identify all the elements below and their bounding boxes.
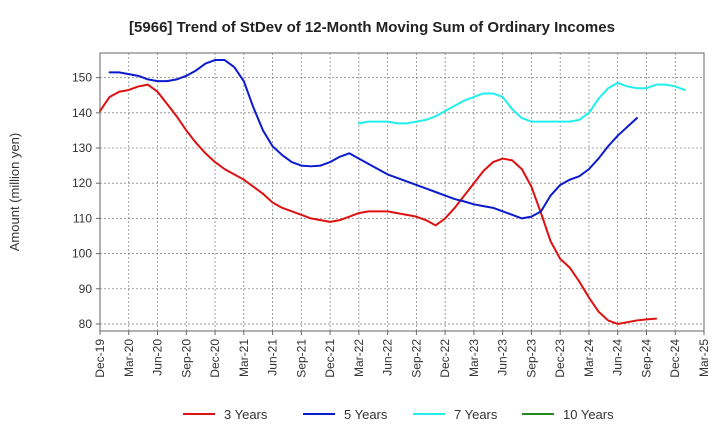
y-tick-label: 110	[73, 211, 92, 225]
chart-title: [5966] Trend of StDev of 12-Month Moving…	[129, 19, 615, 36]
x-tick-label: Sep-24	[639, 339, 653, 378]
x-tick-label: Jun-23	[496, 339, 510, 376]
x-tick-label: Mar-24	[582, 339, 596, 377]
x-tick-label: Dec-22	[438, 339, 452, 378]
x-tick-label: Sep-21	[294, 339, 308, 378]
x-tick-label: Sep-23	[524, 339, 538, 378]
y-axis: 80 90 100 110 120 130 140 150	[72, 71, 100, 331]
x-tick-label: Jun-20	[151, 339, 165, 376]
x-tick-label: Dec-21	[323, 339, 337, 378]
x-tick-label: Jun-22	[381, 339, 395, 376]
x-tick-label: Dec-19	[93, 339, 107, 378]
series-line-5-years	[108, 59, 638, 220]
y-tick-label: 120	[72, 176, 92, 190]
grid-lines	[100, 53, 704, 331]
y-tick-label: 140	[72, 106, 92, 120]
y-tick-label: 130	[72, 141, 92, 155]
y-tick-label: 90	[79, 282, 93, 296]
legend-label: 7 Years	[454, 407, 498, 422]
x-tick-label: Mar-25	[697, 339, 711, 377]
y-tick-label: 80	[79, 317, 93, 331]
legend-label: 10 Years	[563, 407, 614, 422]
legend-label: 5 Years	[344, 407, 388, 422]
x-tick-label: Sep-22	[409, 339, 423, 378]
x-tick-label: Sep-20	[179, 339, 193, 378]
x-tick-label: Mar-22	[352, 339, 366, 377]
legend-label: 3 Years	[224, 407, 268, 422]
x-tick-label: Dec-20	[208, 339, 222, 378]
legend: 3 Years 5 Years 7 Years 10 Years	[183, 407, 614, 422]
x-tick-label: Jun-24	[611, 339, 625, 376]
x-tick-label: Dec-24	[668, 339, 682, 378]
y-tick-label: 150	[72, 71, 92, 85]
x-tick-label: Mar-20	[122, 339, 136, 377]
series-line-7-years	[357, 81, 686, 125]
y-tick-label: 100	[72, 247, 92, 261]
x-tick-label: Jun-21	[266, 339, 280, 376]
y-axis-label: Amount (million yen)	[7, 133, 22, 252]
x-axis: Dec-19 Mar-20 Jun-20 Sep-20 Dec-20 Mar-21 Jun-…	[93, 331, 711, 378]
plot-area	[100, 53, 704, 331]
x-tick-label: Mar-23	[467, 339, 481, 377]
x-tick-label: Dec-23	[553, 339, 567, 378]
plot-frame	[99, 52, 705, 332]
series-lines	[99, 59, 686, 325]
x-tick-label: Mar-21	[237, 339, 251, 377]
series-line-3-years	[99, 83, 658, 325]
